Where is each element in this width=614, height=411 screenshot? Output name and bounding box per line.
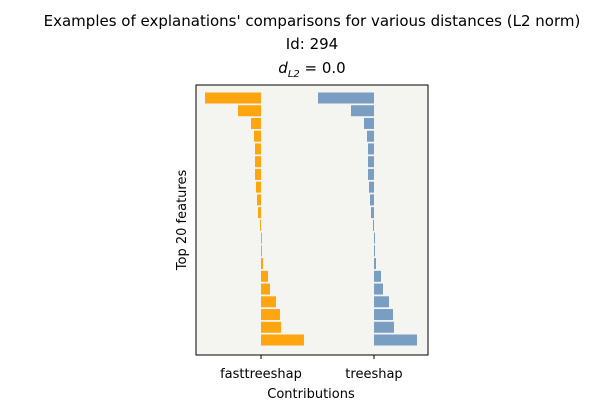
bar <box>255 168 261 180</box>
y-axis-label: Top 20 features <box>175 170 190 272</box>
bar <box>367 130 374 142</box>
bar <box>374 270 381 282</box>
distance-label: dL2 = 0.0 <box>278 59 345 80</box>
bar <box>257 194 261 206</box>
bar <box>261 283 270 295</box>
bar <box>374 283 383 295</box>
bar <box>374 334 417 346</box>
bar <box>374 309 393 321</box>
plot-area <box>195 84 429 356</box>
x-tick-label: treeshap <box>345 367 402 382</box>
bar <box>254 130 261 142</box>
bar <box>261 270 268 282</box>
bar <box>261 232 262 244</box>
bar <box>205 92 261 104</box>
bar <box>374 258 376 270</box>
bar <box>260 219 261 231</box>
bar <box>364 117 374 129</box>
bar <box>368 168 374 180</box>
chart-subtitle: Id: 294 <box>286 35 338 53</box>
bar <box>258 207 261 219</box>
bar <box>374 245 375 257</box>
bar <box>318 92 374 104</box>
distance-symbol: d <box>278 59 288 77</box>
bar <box>261 321 281 333</box>
bar <box>373 219 374 231</box>
chart-title: Examples of explanations' comparisons fo… <box>44 12 581 30</box>
bar <box>261 245 262 257</box>
x-tick-label: fasttreeshap <box>220 367 302 382</box>
bar <box>261 334 304 346</box>
bar <box>368 156 374 168</box>
bar <box>371 207 374 219</box>
bar <box>374 296 389 308</box>
bar <box>255 156 261 168</box>
bar <box>256 181 261 193</box>
bar <box>368 143 374 155</box>
bar <box>374 232 375 244</box>
distance-subscript: L2 <box>288 69 300 80</box>
bar <box>255 143 261 155</box>
bar <box>374 321 394 333</box>
bar <box>261 296 276 308</box>
bar <box>351 105 374 117</box>
bar <box>261 309 280 321</box>
bar <box>251 117 261 129</box>
distance-value: = 0.0 <box>300 59 346 77</box>
x-axis-label: Contributions <box>267 387 355 402</box>
bar <box>238 105 261 117</box>
bar <box>370 194 374 206</box>
bar <box>261 258 263 270</box>
bar <box>369 181 374 193</box>
